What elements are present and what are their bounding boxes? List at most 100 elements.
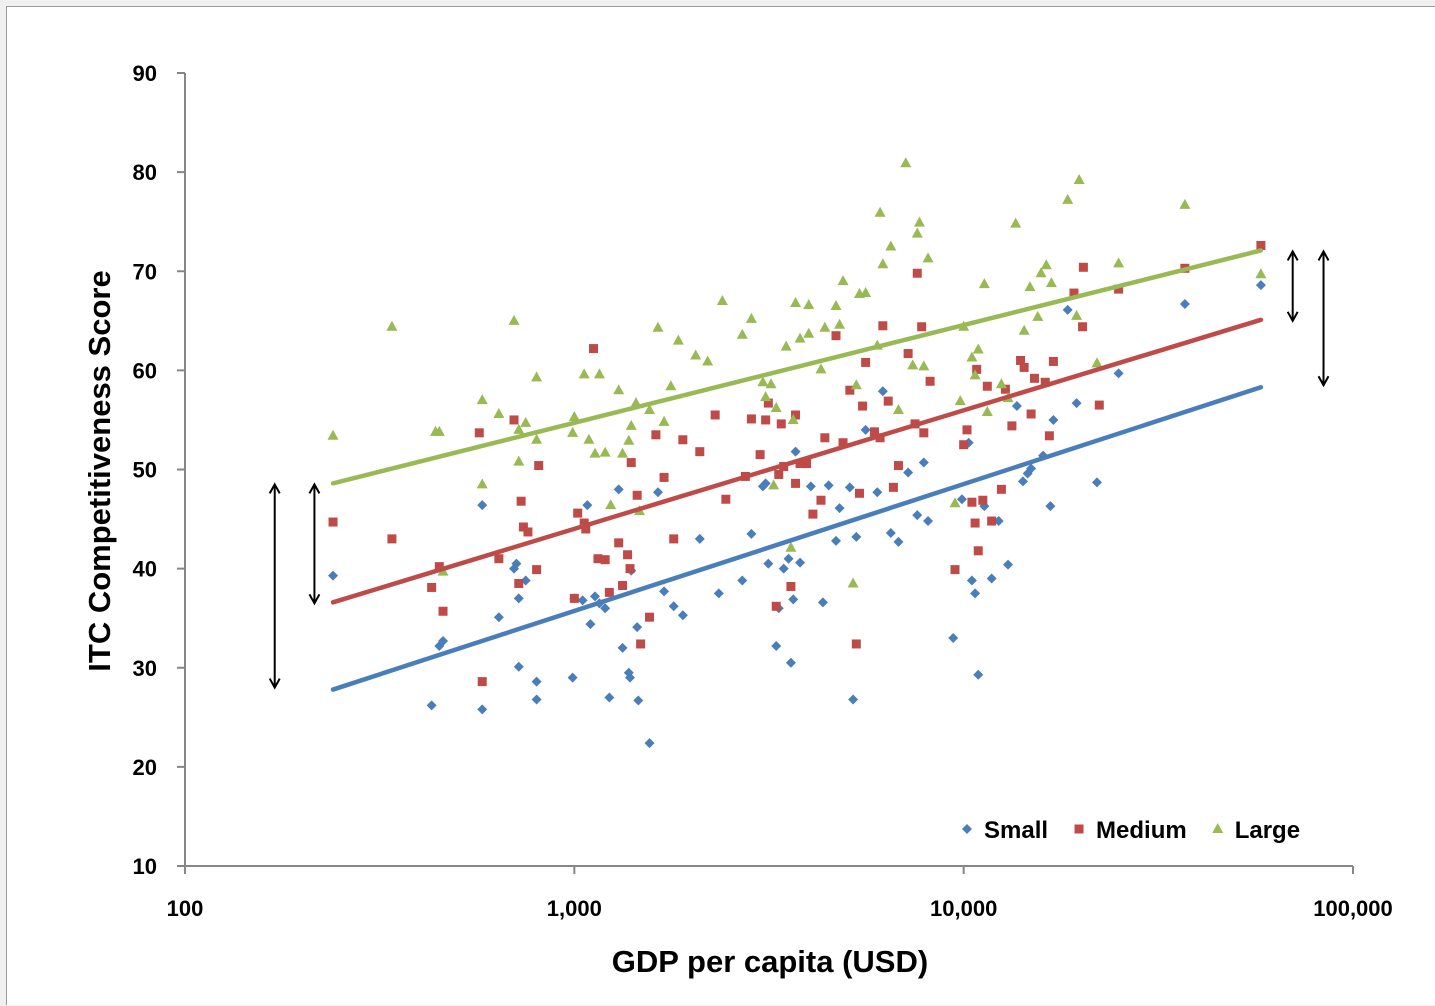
series-medium xyxy=(328,240,1266,687)
large-point xyxy=(1024,281,1036,292)
medium-point xyxy=(972,364,982,374)
small-point xyxy=(633,695,644,706)
large-point xyxy=(830,299,842,310)
small-point xyxy=(993,516,1004,527)
medium-point xyxy=(746,414,756,424)
medium-point xyxy=(763,398,773,408)
large-point xyxy=(874,206,886,217)
large-point xyxy=(531,371,543,382)
large-point xyxy=(625,419,637,430)
large-point xyxy=(834,318,846,329)
small-point xyxy=(511,558,522,569)
medium-point xyxy=(721,494,731,504)
large-point xyxy=(966,351,978,362)
large-point xyxy=(981,406,993,417)
series-large xyxy=(327,157,1267,588)
small-point xyxy=(1026,463,1037,474)
large-point xyxy=(617,447,629,458)
medium-trendline xyxy=(330,317,1264,605)
medium-point xyxy=(387,534,397,544)
large-point xyxy=(922,252,934,263)
medium-point xyxy=(903,349,913,359)
medium-point xyxy=(845,385,855,395)
small-point xyxy=(513,661,524,672)
medium-point xyxy=(878,321,888,331)
small-point xyxy=(834,503,845,514)
small-point xyxy=(823,480,834,491)
medium-point xyxy=(579,518,589,528)
small-point xyxy=(785,657,796,668)
large-point xyxy=(1018,324,1030,335)
large-point xyxy=(803,298,815,309)
medium-point xyxy=(600,555,610,565)
large-point xyxy=(765,378,777,389)
small-point xyxy=(1003,559,1014,570)
y-tick-label: 30 xyxy=(133,656,157,681)
series-small xyxy=(328,280,1266,749)
medium-point xyxy=(588,344,598,354)
large-point xyxy=(978,278,990,289)
small-point xyxy=(912,510,923,521)
annotations xyxy=(275,251,1324,687)
medium-point xyxy=(791,478,801,488)
legend-label-small: Small xyxy=(984,817,1048,844)
small-point xyxy=(589,591,600,602)
medium-point xyxy=(917,322,927,332)
medium-point xyxy=(695,447,705,457)
medium-point xyxy=(534,461,544,471)
medium-point xyxy=(516,496,526,506)
small-point xyxy=(860,424,871,435)
large-point xyxy=(386,320,398,331)
large-point xyxy=(1062,193,1074,204)
large-point xyxy=(1045,277,1057,288)
medium-point xyxy=(477,677,487,687)
large-point xyxy=(847,577,859,588)
large-point xyxy=(568,410,580,421)
medium-point xyxy=(854,488,864,498)
large-point xyxy=(815,363,827,374)
small-point xyxy=(973,669,984,680)
large-point xyxy=(644,404,656,415)
medium-point xyxy=(978,495,988,505)
small-point xyxy=(986,573,997,584)
small-point xyxy=(513,593,524,604)
large-point xyxy=(850,379,862,390)
small-point xyxy=(531,676,542,687)
large-point xyxy=(1179,198,1191,209)
small-point xyxy=(877,386,888,397)
small-point xyxy=(477,500,488,511)
small-point xyxy=(1045,501,1056,512)
large-point xyxy=(567,426,579,437)
large-point xyxy=(433,425,445,436)
small-point xyxy=(848,694,859,705)
chart-area: 10 20 30 40 50 60 70 80 90 100 1,000 10,000 100,000 … xyxy=(6,6,1435,1005)
medium-point xyxy=(569,593,579,603)
medium-point xyxy=(474,428,484,438)
large-point xyxy=(736,328,748,339)
small-point xyxy=(831,535,842,546)
medium-point xyxy=(614,538,624,548)
small-point xyxy=(851,531,862,542)
medium-point xyxy=(950,565,960,575)
medium-point xyxy=(959,440,969,450)
small-point xyxy=(805,481,816,492)
small-point xyxy=(956,494,967,505)
x-tick-label: 100 xyxy=(167,896,204,921)
small-point xyxy=(885,527,896,538)
medium-point xyxy=(919,428,929,438)
small-point xyxy=(893,536,904,547)
large-point xyxy=(578,368,590,379)
medium-point xyxy=(523,527,533,537)
large-point xyxy=(877,258,889,269)
small-point xyxy=(844,482,855,493)
small-point xyxy=(328,570,339,581)
medium-point xyxy=(1048,356,1058,366)
small-point xyxy=(531,694,542,705)
large-point xyxy=(1113,257,1125,268)
large-point xyxy=(690,349,702,360)
small-point xyxy=(604,692,615,703)
medium-point xyxy=(1114,284,1124,294)
large-point xyxy=(913,216,925,227)
medium-point xyxy=(434,562,444,572)
large-point xyxy=(613,384,625,395)
